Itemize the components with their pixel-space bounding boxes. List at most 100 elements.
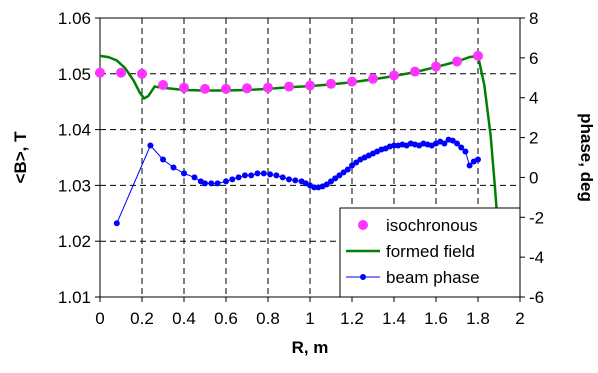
data-point-beam-phase	[214, 180, 221, 187]
data-point-beam-phase	[279, 174, 286, 181]
x-tick-label: 1.8	[466, 309, 490, 328]
data-point-beam-phase	[336, 172, 343, 179]
y-right-tick-label: -6	[529, 288, 544, 307]
data-point-beam-phase	[260, 170, 267, 177]
legend: isochronous formed field beam phase	[339, 207, 521, 298]
data-point-beam-phase	[223, 178, 229, 185]
y-left-tick-label: 1.04	[58, 121, 91, 140]
data-point-beam-phase	[454, 140, 460, 147]
x-tick-label: 0	[95, 309, 104, 328]
data-point-isochronous	[368, 73, 378, 84]
data-point-isochronous	[95, 67, 105, 78]
y-axis-right-title: phase, deg	[577, 113, 596, 202]
axis-ticks: 0 0.2 0.4 0.6 0.8 1 1.2 1.4 1.6 1.8 2 1.01 1.02 1.03 1…	[58, 9, 544, 328]
y-right-tick-label: 0	[529, 168, 538, 187]
y-left-tick-label: 1.06	[58, 9, 91, 28]
y-left-tick-label: 1.02	[58, 232, 91, 251]
legend-box	[339, 207, 521, 298]
data-point-isochronous	[221, 83, 231, 94]
series-layer	[95, 50, 505, 298]
data-point-isochronous	[137, 68, 147, 79]
data-point-isochronous	[410, 66, 420, 77]
data-point-beam-phase	[292, 177, 299, 184]
x-tick-label: 0.6	[214, 309, 238, 328]
data-point-beam-phase	[147, 142, 154, 149]
data-point-beam-phase	[311, 184, 318, 191]
data-point-beam-phase	[181, 170, 187, 177]
x-tick-label: 0.2	[130, 309, 154, 328]
data-point-isochronous	[200, 83, 210, 94]
data-point-beam-phase	[349, 162, 355, 169]
data-point-isochronous	[179, 82, 189, 93]
data-point-beam-phase	[191, 174, 198, 181]
data-point-beam-phase	[273, 172, 280, 179]
data-point-beam-phase	[449, 137, 456, 144]
y-left-tick-label: 1.03	[58, 176, 91, 195]
data-point-beam-phase	[332, 175, 339, 182]
data-point-isochronous	[242, 83, 252, 94]
data-point-beam-phase	[254, 170, 261, 177]
y-right-tick-label: 2	[529, 129, 538, 148]
data-point-beam-phase	[462, 148, 469, 155]
data-point-beam-phase	[328, 178, 334, 185]
y-left-tick-label: 1.01	[58, 288, 91, 307]
x-tick-label: 1.2	[340, 309, 364, 328]
legend-label: isochronous	[386, 216, 478, 235]
data-point-beam-phase	[441, 140, 448, 147]
legend-marker	[360, 274, 366, 280]
x-tick-label: 1.4	[382, 309, 406, 328]
y-right-tick-label: 6	[529, 49, 538, 68]
data-point-beam-phase	[208, 180, 215, 187]
y-right-tick-label: -4	[529, 248, 544, 267]
data-point-isochronous	[431, 61, 441, 72]
y-left-tick-label: 1.05	[58, 65, 91, 84]
data-point-beam-phase	[267, 171, 274, 178]
x-tick-label: 1	[305, 309, 314, 328]
data-point-isochronous	[347, 76, 357, 87]
data-point-beam-phase	[235, 174, 242, 181]
y-right-tick-label: 4	[529, 89, 538, 108]
data-point-isochronous	[326, 78, 336, 89]
series-beam-phase	[113, 136, 481, 227]
data-point-beam-phase	[241, 172, 248, 179]
legend-label: beam phase	[386, 268, 480, 287]
legend-item-isochronous: isochronous	[358, 216, 478, 235]
y-right-tick-label: -2	[529, 208, 544, 227]
x-tick-label: 1.6	[424, 309, 448, 328]
x-tick-label: 0.8	[256, 309, 280, 328]
legend-item-formed-field: formed field	[346, 242, 475, 261]
legend-item-beam-phase: beam phase	[346, 268, 480, 287]
data-point-beam-phase	[229, 176, 236, 183]
data-point-isochronous	[305, 80, 315, 91]
series-line-formed-field	[99, 54, 505, 298]
x-axis-title: R, m	[292, 338, 329, 357]
data-point-beam-phase	[466, 162, 473, 169]
series-isochronous	[95, 50, 483, 94]
x-tick-label: 2	[515, 309, 524, 328]
data-point-beam-phase	[286, 176, 292, 183]
data-point-isochronous	[263, 82, 273, 93]
data-point-isochronous	[452, 56, 462, 67]
data-point-isochronous	[389, 70, 399, 81]
data-point-isochronous	[158, 80, 168, 90]
data-point-beam-phase	[113, 220, 120, 227]
data-point-isochronous	[116, 67, 126, 78]
x-tick-label: 0.4	[172, 309, 196, 328]
legend-label: formed field	[386, 242, 475, 261]
data-point-isochronous	[284, 81, 294, 92]
data-point-beam-phase	[344, 166, 351, 173]
data-point-beam-phase	[353, 159, 360, 166]
series-formed-field	[99, 54, 505, 298]
data-point-beam-phase	[391, 142, 397, 149]
data-point-isochronous	[473, 50, 483, 61]
data-point-beam-phase	[202, 180, 208, 187]
data-point-beam-phase	[160, 156, 166, 163]
y-axis-left-title: <B>, T	[11, 131, 30, 184]
data-point-beam-phase	[475, 156, 481, 163]
data-point-beam-phase	[458, 144, 465, 151]
legend-marker	[358, 220, 368, 230]
data-point-beam-phase	[248, 172, 255, 179]
data-point-beam-phase	[340, 169, 347, 176]
data-point-beam-phase	[323, 181, 330, 188]
